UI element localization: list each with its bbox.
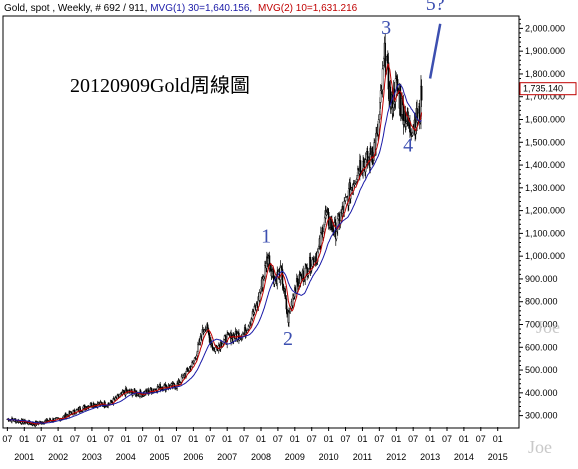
projection-line [428,23,442,79]
y-tick-label: 1,600.000 [525,115,565,125]
x-tick-year: 2008 [251,452,271,462]
x-tick-month: 01 [87,434,97,444]
x-tick-month: 07 [374,434,384,444]
y-tick-label: 2,000.000 [525,23,565,33]
x-tick-month: 07 [239,434,249,444]
y-tick-label: 500.000 [525,365,558,375]
candle-body [288,311,290,323]
header-mvg1: MVG(1) 30=1,640.156, [150,3,252,14]
x-tick-month: 01 [222,434,232,444]
x-tick-month: 07 [104,434,114,444]
x-tick-month: 07 [341,434,351,444]
x-tick-year: 2002 [48,452,68,462]
x-tick-year: 2011 [353,452,372,462]
y-axis: 300.000 400.000 500.000 600.000 700.000 800.0… [519,18,565,421]
y-tick-label: 1,700.000 [525,92,565,102]
ma30-line [7,83,422,424]
x-tick-year: 2012 [386,452,406,462]
x-tick-month: 01 [493,434,503,444]
y-tick-label: 1,800.000 [525,69,565,79]
x-tick-year: 2004 [116,452,136,462]
candle-body [284,288,286,297]
x-tick-year: 2003 [82,452,102,462]
y-tick-label: 1,400.000 [525,160,565,170]
y-tick-label: 800.000 [525,297,558,307]
header-mvg2: MVG(2) 10=1,631.216 [258,3,358,14]
y-tick-label: 1,000.000 [525,251,565,261]
x-tick-year: 2007 [217,452,237,462]
wave-label: 3 [381,17,391,39]
x-tick-year: 2009 [285,452,305,462]
y-tick-label: 400.000 [525,388,558,398]
watermark-right: Joe [536,317,560,337]
x-tick-month: 07 [273,434,283,444]
x-tick-month: 07 [36,434,46,444]
wave-label: 1 [261,226,271,248]
y-tick-label: 1,200.000 [525,206,565,216]
y-tick-label: 1,100.000 [525,228,565,238]
ma10-line [7,63,423,425]
x-tick-month: 07 [476,434,486,444]
x-tick-year: 2006 [183,452,203,462]
x-tick-month: 01 [121,434,131,444]
x-tick-year: 2005 [150,452,170,462]
candle-body [250,318,253,325]
x-tick-month: 01 [19,434,29,444]
wave-annotations: 1 2 3 4 5? [261,0,445,350]
x-tick-year: 2010 [319,452,339,462]
x-tick-year: 2015 [488,452,508,462]
y-tick-label: 300.000 [525,411,558,421]
x-tick-year: 2013 [420,452,440,462]
x-tick-month: 01 [155,434,165,444]
y-tick-label: 1,500.000 [525,137,565,147]
moving-average-lines [7,63,423,425]
candle-body [381,68,384,90]
y-tick-label: 900.000 [525,274,558,284]
x-tick-month: 07 [442,434,452,444]
x-tick-month: 01 [53,434,63,444]
x-tick-month: 01 [357,434,367,444]
x-tick-month: 07 [408,434,418,444]
x-tick-month: 01 [290,434,300,444]
x-tick-year: 2014 [454,452,474,462]
x-tick-month: 01 [459,434,469,444]
x-tick-month: 01 [324,434,334,444]
candle-body [359,160,362,172]
header-instrument: Gold, spot , Weekly, # 692 / 911, [4,3,150,14]
candle-body [62,415,65,419]
x-tick-month: 07 [70,434,80,444]
header-text: Gold, spot , Weekly, # 692 / 911, MVG(1)… [4,3,358,14]
wave-label: 5? [426,0,445,15]
x-tick-month: 01 [256,434,266,444]
y-tick-label: 600.000 [525,342,558,352]
candle-body [384,42,387,68]
x-tick-month: 07 [171,434,181,444]
x-tick-month: 01 [188,434,198,444]
x-tick-month: 01 [425,434,435,444]
annotation-title: 20120909Gold周線圖 [70,74,250,97]
current-price-box [519,82,577,96]
candle-body [197,344,199,352]
plot-area [2,15,520,429]
x-tick-month: 07 [138,434,148,444]
candle-body [311,259,314,267]
wave-label: 2 [283,328,293,350]
x-tick-month: 07 [205,434,215,444]
x-tick-month: 07 [2,434,12,444]
x-tick-year: 2001 [14,452,34,462]
y-tick-label: 700.000 [525,320,558,330]
candle-body [258,292,261,301]
x-tick-month: 01 [391,434,401,444]
y-tick-label: 1,300.000 [525,183,565,193]
current-price-label: 1,735.140 [523,84,563,94]
x-tick-month: 07 [307,434,317,444]
candle-body [420,85,423,101]
wave-label: 4 [403,134,413,156]
y-tick-label: 1,900.000 [525,46,565,56]
watermark-bottom: Joe [528,437,552,457]
